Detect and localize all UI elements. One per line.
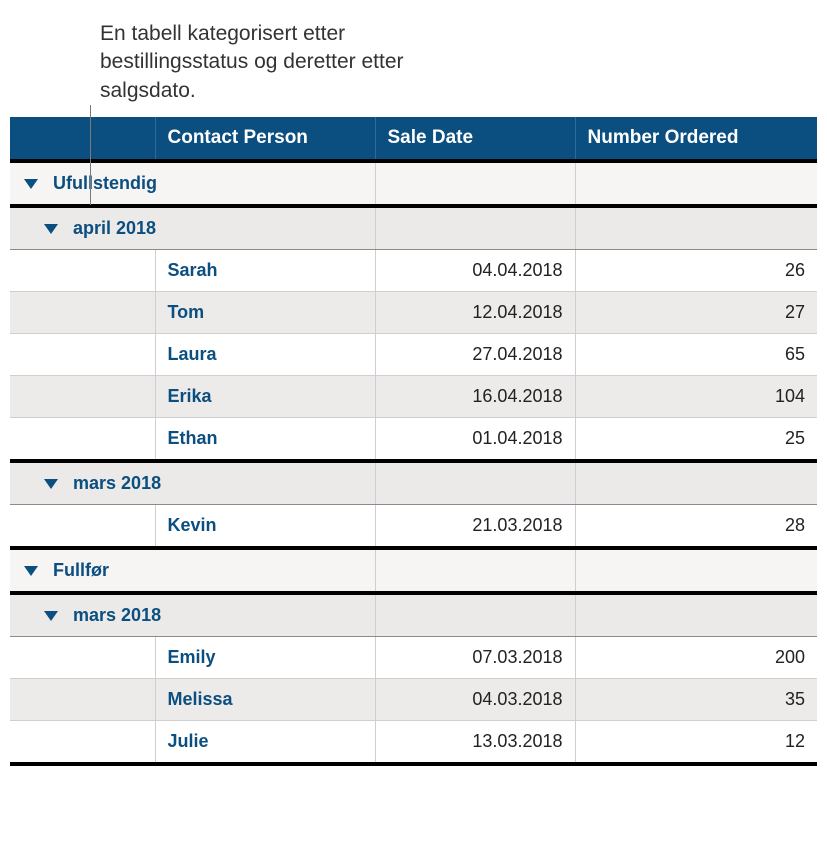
cell-contact: Melissa — [155, 679, 375, 721]
group-row-status[interactable]: Fullfør — [10, 548, 817, 593]
header-contact[interactable]: Contact Person — [155, 117, 375, 161]
cell-contact: Julie — [155, 721, 375, 765]
cell-date: 01.04.2018 — [375, 418, 575, 462]
subgroup-row-month[interactable]: mars 2018 — [10, 461, 817, 505]
chevron-down-icon[interactable] — [44, 224, 58, 234]
cell-date: 13.03.2018 — [375, 721, 575, 765]
caption-leader-line — [90, 105, 91, 205]
chevron-down-icon[interactable] — [44, 479, 58, 489]
caption-container: En tabell kategorisert etter bestillings… — [100, 20, 817, 105]
subgroup-label: mars 2018 — [73, 605, 161, 625]
chevron-down-icon[interactable] — [24, 566, 38, 576]
cell-number: 12 — [575, 721, 817, 765]
cell-date: 04.04.2018 — [375, 250, 575, 292]
cell-contact: Emily — [155, 637, 375, 679]
chevron-down-icon[interactable] — [44, 611, 58, 621]
cell-number: 200 — [575, 637, 817, 679]
chevron-down-icon[interactable] — [24, 179, 38, 189]
subgroup-label: mars 2018 — [73, 473, 161, 493]
table-row[interactable]: Kevin 21.03.2018 28 — [10, 505, 817, 549]
table-header-row: Contact Person Sale Date Number Ordered — [10, 117, 817, 161]
cell-date: 12.04.2018 — [375, 292, 575, 334]
cell-number: 26 — [575, 250, 817, 292]
group-label: Fullfør — [53, 560, 109, 580]
table-row[interactable]: Ethan 01.04.2018 25 — [10, 418, 817, 462]
cell-contact: Kevin — [155, 505, 375, 549]
cell-contact: Laura — [155, 334, 375, 376]
cell-date: 16.04.2018 — [375, 376, 575, 418]
cell-number: 27 — [575, 292, 817, 334]
cell-contact: Erika — [155, 376, 375, 418]
cell-date: 07.03.2018 — [375, 637, 575, 679]
cell-contact: Tom — [155, 292, 375, 334]
cell-number: 65 — [575, 334, 817, 376]
subgroup-label: april 2018 — [73, 218, 156, 238]
cell-contact: Ethan — [155, 418, 375, 462]
subgroup-row-month[interactable]: mars 2018 — [10, 593, 817, 637]
caption-text: En tabell kategorisert etter bestillings… — [100, 20, 440, 105]
table-row[interactable]: Julie 13.03.2018 12 — [10, 721, 817, 765]
header-number[interactable]: Number Ordered — [575, 117, 817, 161]
orders-table: Contact Person Sale Date Number Ordered … — [10, 117, 817, 766]
header-date[interactable]: Sale Date — [375, 117, 575, 161]
subgroup-row-month[interactable]: april 2018 — [10, 206, 817, 250]
group-label: Ufullstendig — [53, 173, 157, 193]
cell-number: 25 — [575, 418, 817, 462]
cell-number: 28 — [575, 505, 817, 549]
cell-date: 21.03.2018 — [375, 505, 575, 549]
header-blank[interactable] — [10, 117, 155, 161]
cell-date: 04.03.2018 — [375, 679, 575, 721]
table-row[interactable]: Tom 12.04.2018 27 — [10, 292, 817, 334]
cell-number: 104 — [575, 376, 817, 418]
table-row[interactable]: Erika 16.04.2018 104 — [10, 376, 817, 418]
table-body: Ufullstendig april 2018 Sarah 04.04.2018… — [10, 161, 817, 764]
cell-number: 35 — [575, 679, 817, 721]
table-row[interactable]: Melissa 04.03.2018 35 — [10, 679, 817, 721]
cell-contact: Sarah — [155, 250, 375, 292]
group-row-status[interactable]: Ufullstendig — [10, 161, 817, 206]
cell-date: 27.04.2018 — [375, 334, 575, 376]
table-row[interactable]: Sarah 04.04.2018 26 — [10, 250, 817, 292]
table-row[interactable]: Emily 07.03.2018 200 — [10, 637, 817, 679]
table-row[interactable]: Laura 27.04.2018 65 — [10, 334, 817, 376]
